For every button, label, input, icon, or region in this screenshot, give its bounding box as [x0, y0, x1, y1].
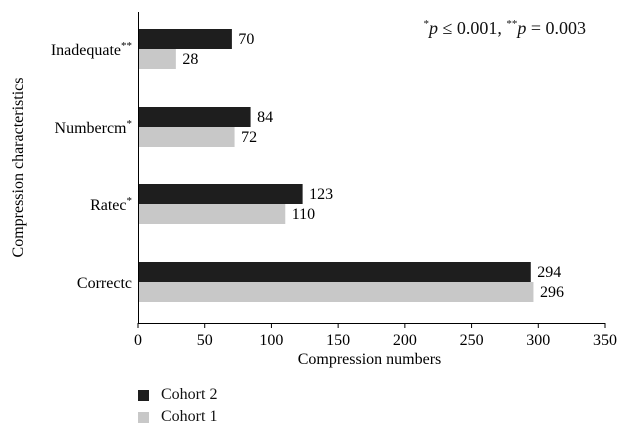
legend-item-cohort-1: Cohort 1	[138, 406, 217, 428]
value-label-cohort-2-1: 70	[238, 31, 254, 48]
x-axis: 0 50 100 150 200 250 300 350	[134, 323, 617, 349]
legend-label-cohort-2: Cohort 2	[161, 386, 218, 403]
bar-cohort-2-3	[138, 184, 303, 204]
x-tick-label-2: 50	[197, 332, 213, 349]
p-value-2: 0.003	[545, 18, 587, 38]
value-label-cohort-2-2: 84	[257, 109, 273, 126]
bar-cohort-2-4	[138, 262, 531, 282]
bar-cohort-1-2	[138, 127, 235, 147]
legend-item-cohort-2: Cohort 2	[138, 384, 217, 406]
y-axis-label: Compression characteristics	[10, 78, 27, 258]
x-tick-label-8: 350	[593, 332, 617, 349]
category-label-3: Ratec*	[90, 195, 132, 214]
category-label-1: Inadequate**	[51, 40, 132, 59]
legend-swatch-cohort-2	[138, 389, 149, 401]
bar-cohort-1-4	[138, 282, 534, 302]
value-label-cohort-1-1: 28	[182, 51, 198, 68]
significance-annotation: *p ≤ 0.001, **p = 0.003	[423, 18, 587, 38]
x-tick-label-3: 100	[259, 332, 283, 349]
x-tick-label-7: 300	[526, 332, 550, 349]
value-label-cohort-2-3: 123	[309, 186, 333, 203]
x-tick-label-5: 200	[393, 332, 417, 349]
x-tick-label-1: 0	[134, 332, 142, 349]
bar-cohort-2-1	[138, 29, 232, 49]
bar-cohort-2-2	[138, 107, 251, 127]
bar-cohort-1-3	[138, 204, 286, 224]
value-label-cohort-1-4: 296	[540, 284, 564, 301]
p-value-1: 0.001	[456, 18, 498, 38]
value-label-cohort-1-3: 110	[292, 206, 315, 223]
x-tick-label-4: 150	[326, 332, 350, 349]
x-tick-label-6: 250	[460, 332, 484, 349]
legend-swatch-cohort-1	[138, 411, 149, 423]
category-label-2: Numbercm*	[55, 118, 132, 137]
category-label-4: Correctc	[77, 275, 132, 292]
category-labels-group: Inadequate** Numbercm* Ratec* Correctc	[51, 40, 132, 292]
legend: Cohort 2 Cohort 1	[138, 384, 217, 428]
value-label-cohort-1-2: 72	[241, 129, 257, 146]
legend-label-cohort-1: Cohort 1	[161, 408, 218, 425]
bar-cohort-1-1	[138, 49, 176, 69]
value-label-cohort-2-4: 294	[537, 264, 561, 281]
bars-group	[138, 29, 534, 302]
x-axis-label: Compression numbers	[298, 351, 442, 368]
